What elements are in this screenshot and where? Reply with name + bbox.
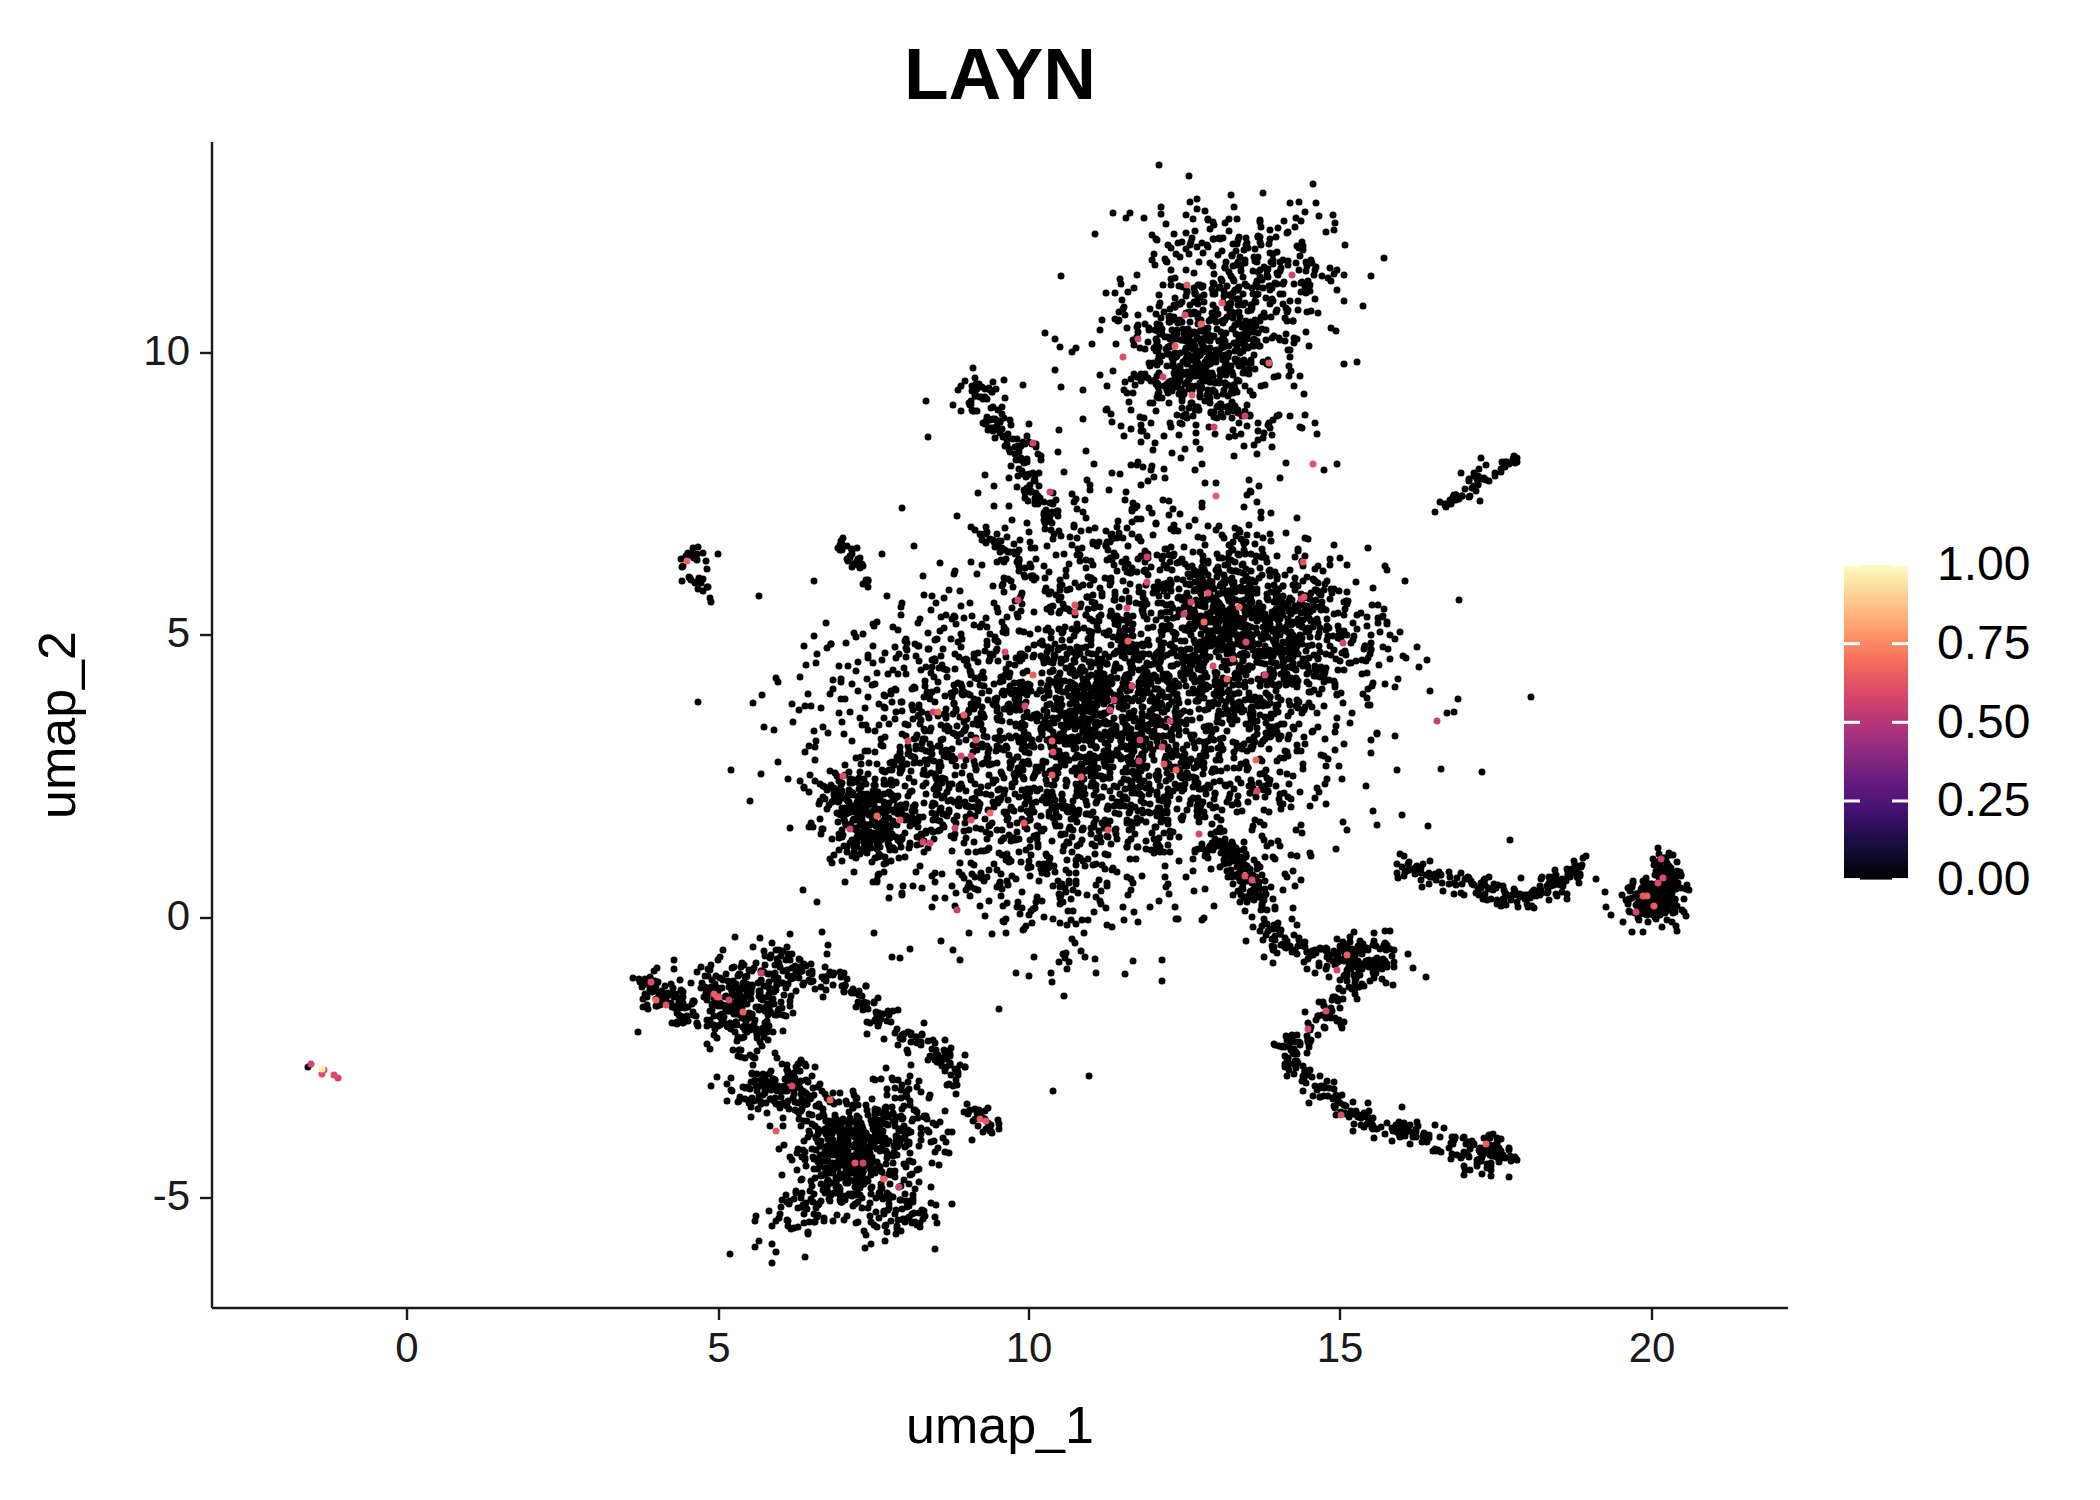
svg-text:umap_2: umap_2 [28, 631, 86, 819]
svg-text:0: 0 [395, 1324, 418, 1371]
svg-text:0.75: 0.75 [1937, 616, 2030, 669]
svg-text:15: 15 [1317, 1324, 1364, 1371]
svg-text:0.00: 0.00 [1937, 852, 2030, 905]
svg-text:-5: -5 [153, 1172, 190, 1219]
svg-text:20: 20 [1629, 1324, 1676, 1371]
svg-text:5: 5 [167, 609, 190, 656]
svg-text:0.50: 0.50 [1937, 695, 2030, 748]
svg-text:5: 5 [707, 1324, 730, 1371]
svg-text:umap_1: umap_1 [906, 1396, 1094, 1454]
svg-text:0.25: 0.25 [1937, 773, 2030, 826]
svg-text:0: 0 [167, 892, 190, 939]
svg-text:1.00: 1.00 [1937, 537, 2030, 590]
svg-text:10: 10 [1006, 1324, 1053, 1371]
svg-text:10: 10 [143, 327, 190, 374]
